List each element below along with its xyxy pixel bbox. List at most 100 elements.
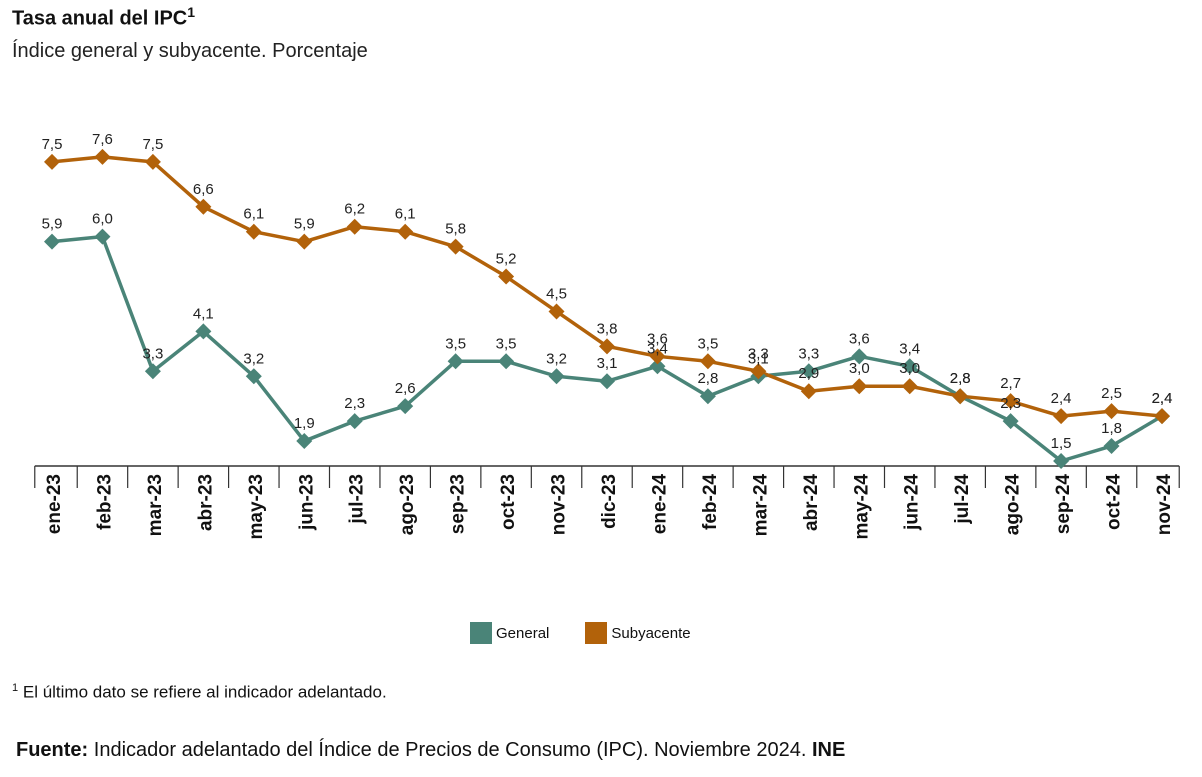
source-label: Fuente: (16, 739, 89, 761)
data-point-subyacente (195, 198, 212, 215)
data-label-subyacente: 6,1 (243, 206, 264, 223)
x-tick-label: ago-23 (397, 474, 418, 535)
data-label-subyacente: 3,0 (849, 360, 870, 377)
legend-swatch-general (470, 622, 492, 644)
x-tick-label: abr-24 (801, 474, 822, 531)
data-point-subyacente (952, 388, 969, 405)
data-label-general: 3,5 (496, 335, 517, 352)
data-label-subyacente: 5,2 (496, 251, 517, 268)
footnote: 1 El último dato se refiere al indicador… (12, 682, 387, 703)
data-label-general: 3,5 (445, 335, 466, 352)
x-tick-label: nov-23 (549, 474, 570, 535)
x-tick-label: feb-23 (94, 474, 115, 530)
data-point-general (851, 348, 868, 365)
data-point-general (1053, 453, 1070, 469)
x-tick-label: may-24 (851, 474, 872, 540)
data-label-general: 2,3 (1000, 395, 1021, 412)
x-tick-label: dic-23 (599, 474, 620, 529)
data-point-subyacente (1053, 408, 1070, 425)
data-point-general (1002, 413, 1019, 430)
data-point-general (94, 228, 111, 245)
data-point-general (296, 433, 313, 450)
legend-label-subyacente: Subyacente (611, 624, 691, 642)
data-point-subyacente (245, 223, 262, 240)
data-point-subyacente (548, 303, 565, 320)
data-label-subyacente: 3,8 (597, 320, 618, 337)
data-label-subyacente: 6,1 (395, 206, 416, 223)
x-tick-label: ene-23 (44, 474, 65, 534)
data-point-subyacente (800, 383, 817, 400)
data-label-general: 1,9 (294, 415, 315, 432)
data-point-general (245, 368, 262, 385)
data-label-subyacente: 3,3 (748, 345, 769, 362)
x-tick-label: ago-24 (1003, 474, 1024, 536)
data-label-general: 6,0 (92, 211, 113, 228)
data-point-subyacente (851, 378, 868, 395)
data-label-general: 2,6 (395, 380, 416, 397)
data-point-general (498, 353, 515, 370)
data-label-general: 1,5 (1051, 435, 1072, 452)
data-label-subyacente: 2,4 (1051, 390, 1072, 407)
data-label-general: 2,8 (697, 370, 718, 387)
data-label-general: 3,3 (142, 345, 163, 362)
data-point-general (800, 363, 817, 380)
data-point-subyacente (447, 238, 464, 255)
data-point-general (901, 358, 918, 375)
legend-swatch-subyacente (585, 622, 608, 644)
data-label-subyacente: 6,2 (344, 201, 365, 218)
data-point-subyacente (44, 153, 60, 170)
data-point-subyacente (498, 268, 515, 285)
data-label-general: 3,2 (243, 350, 264, 367)
data-label-general: 3,1 (597, 355, 618, 372)
data-point-general (548, 368, 565, 385)
data-point-subyacente (144, 153, 161, 170)
data-label-general: 1,8 (1101, 420, 1122, 437)
x-tick-label: mar-23 (145, 474, 166, 536)
data-label-subyacente: 3,6 (647, 330, 668, 347)
footnote-text: El último dato se refiere al indicador a… (22, 682, 387, 702)
data-point-subyacente (1002, 393, 1019, 410)
data-point-subyacente (346, 218, 363, 235)
source-text: Indicador adelantado del Índice de Preci… (88, 739, 812, 761)
data-label-subyacente: 7,5 (42, 136, 63, 153)
x-tick-label: jun-24 (902, 474, 923, 531)
legend-item-general: General (470, 622, 549, 644)
data-label-general: 2,4 (1152, 390, 1173, 407)
data-label-subyacente: 6,6 (193, 181, 214, 198)
data-label-subyacente: 2,7 (1000, 375, 1021, 392)
data-label-subyacente: 3,0 (899, 360, 920, 377)
data-point-subyacente (699, 353, 716, 370)
data-point-subyacente (94, 148, 111, 165)
data-point-subyacente (1103, 403, 1120, 420)
data-label-subyacente: 5,8 (445, 221, 466, 238)
source-org: INE (811, 739, 846, 761)
data-point-subyacente (296, 233, 313, 250)
data-label-subyacente: 4,5 (546, 285, 567, 302)
data-point-subyacente (1154, 408, 1170, 425)
chart-legend: General Subyacente (470, 622, 727, 644)
data-label-subyacente: 3,5 (697, 335, 718, 352)
data-point-subyacente (599, 338, 615, 355)
data-label-subyacente: 7,5 (142, 136, 163, 153)
data-point-general (649, 358, 666, 375)
x-tick-label: jun-23 (296, 474, 317, 531)
x-tick-label: abr-23 (195, 474, 216, 531)
data-label-general: 3,1 (748, 350, 769, 367)
data-label-subyacente: 2,9 (798, 365, 819, 382)
x-tick-label: may-23 (246, 474, 267, 540)
x-tick-label: mar-24 (750, 474, 771, 537)
x-tick-label: sep-23 (448, 474, 469, 534)
x-tick-label: jul-23 (347, 474, 368, 525)
data-label-general: 2,8 (950, 370, 971, 387)
data-point-subyacente (649, 348, 666, 365)
data-point-subyacente (901, 378, 918, 395)
title-footnote-marker: 1 (187, 4, 196, 20)
data-label-general: 3,4 (647, 340, 668, 357)
legend-label-general: General (496, 624, 550, 642)
data-point-general (44, 233, 60, 250)
data-label-general: 2,3 (344, 395, 365, 412)
data-point-general (447, 353, 464, 370)
chart-subtitle: Índice general y subyacente. Porcentaje (12, 40, 368, 62)
data-label-general: 5,9 (42, 216, 63, 233)
data-label-subyacente: 2,8 (950, 370, 971, 387)
